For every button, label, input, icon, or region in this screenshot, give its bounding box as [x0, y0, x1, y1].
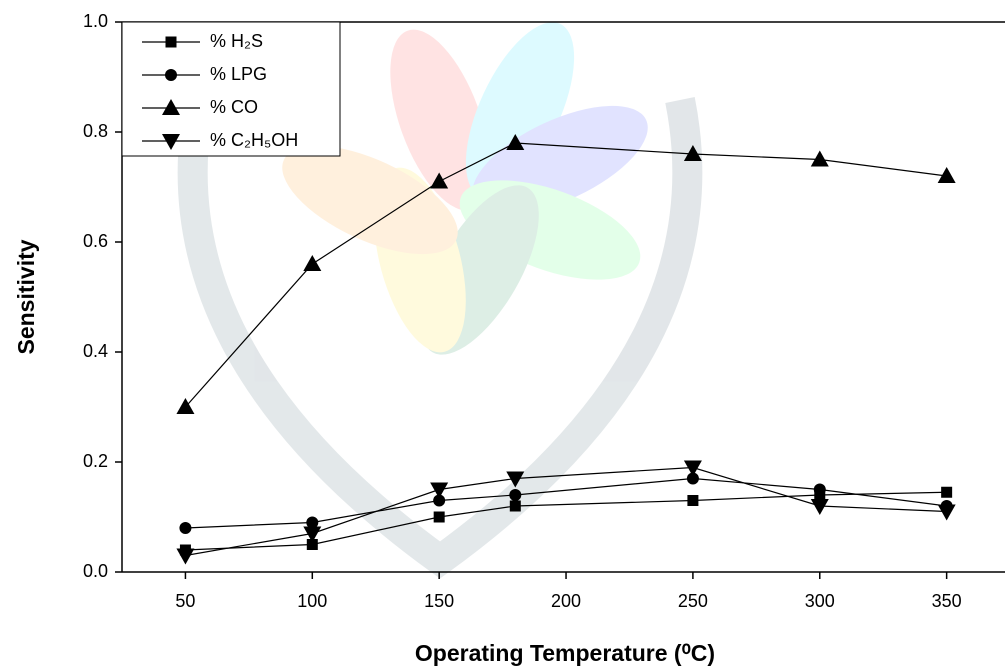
y-tick-label: 0.8 [83, 121, 108, 141]
watermark [177, 22, 703, 579]
y-tick-label: 1.0 [83, 11, 108, 31]
x-tick-label: 150 [424, 591, 454, 611]
data-point [687, 495, 699, 506]
y-axis-label: Sensitivity [13, 239, 39, 354]
data-point [179, 522, 192, 534]
data-point [509, 489, 522, 501]
data-point [813, 483, 826, 496]
data-point [941, 486, 953, 498]
legend-marker [162, 134, 180, 150]
legend-label: % CO [210, 97, 258, 117]
data-point [506, 471, 525, 488]
data-point [683, 145, 702, 161]
data-point [430, 172, 449, 189]
series-line [185, 466, 947, 557]
data-point [303, 255, 322, 271]
data-point [303, 526, 322, 543]
legend-label: % C₂H₅OH [210, 130, 298, 150]
y-tick-label: 0.0 [83, 561, 108, 581]
data-point [176, 548, 195, 565]
legend-label: % LPG [210, 64, 267, 84]
y-tick-label: 0.4 [83, 341, 108, 361]
x-axis-label: Operating Temperature (⁰C) [415, 640, 715, 666]
legend-box [121, 21, 341, 157]
data-point [306, 539, 318, 550]
x-tick-label: 200 [551, 591, 581, 611]
data-point [810, 150, 829, 167]
x-tick-label: 300 [805, 591, 835, 611]
data-point [686, 472, 699, 485]
series-line [185, 477, 947, 529]
x-tick-label: 50 [175, 591, 195, 611]
data-point [433, 494, 446, 507]
legend: % H₂S % LPG % CO % C₂H₅OH [121, 21, 341, 157]
data-point [810, 499, 829, 515]
legend-label: % H₂S [210, 31, 263, 51]
y-tick-label: 0.6 [83, 231, 108, 251]
data-point [937, 504, 956, 521]
legend-marker [165, 36, 177, 48]
legend-marker [165, 69, 177, 81]
data-point [176, 398, 195, 414]
x-tick-label: 350 [932, 591, 962, 611]
data-point [683, 460, 702, 477]
x-tick-label: 250 [678, 591, 708, 611]
data-point [506, 134, 525, 150]
data-point [306, 516, 319, 529]
y-tick-label: 0.2 [83, 451, 108, 471]
data-point [430, 482, 449, 499]
series-line [185, 491, 947, 551]
data-point [937, 167, 956, 183]
x-tick-label: 100 [297, 591, 327, 611]
legend-marker [162, 99, 180, 115]
data-point [509, 500, 521, 512]
data-point [433, 511, 445, 523]
